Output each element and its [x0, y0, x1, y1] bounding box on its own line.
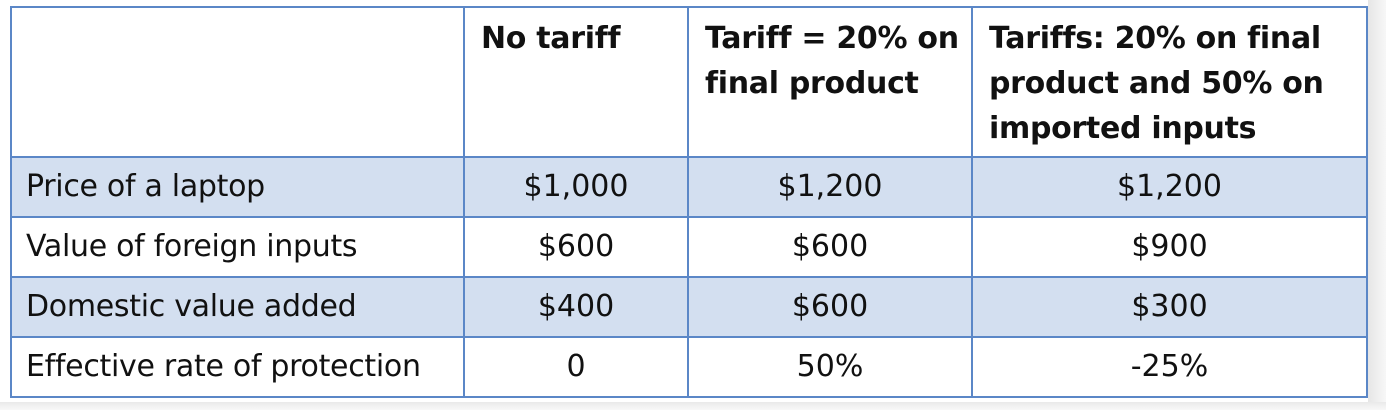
cell-value: 0	[463, 336, 689, 398]
page-edge-shadow-right	[1368, 0, 1386, 410]
cell-value: 50%	[687, 336, 973, 398]
table-row: Domestic value added $400 $600 $300	[10, 276, 1368, 338]
cell-value: $600	[463, 216, 689, 278]
tariff-protection-table: No tariff Tariff = 20% on final product …	[10, 6, 1368, 398]
header-tariffs-20-final-50-inputs: Tariffs: 20% on final product and 50% on…	[971, 6, 1368, 158]
cell-value: $1,200	[971, 156, 1368, 218]
row-label-price-of-laptop: Price of a laptop	[10, 156, 465, 218]
cell-value: $600	[687, 216, 973, 278]
header-row: No tariff Tariff = 20% on final product …	[10, 6, 1368, 158]
row-label-value-foreign-inputs: Value of foreign inputs	[10, 216, 465, 278]
cell-value: $600	[687, 276, 973, 338]
header-tariff-20-final: Tariff = 20% on final product	[687, 6, 973, 158]
row-label-domestic-value-added: Domestic value added	[10, 276, 465, 338]
cell-value: $300	[971, 276, 1368, 338]
header-no-tariff: No tariff	[463, 6, 689, 158]
table-row: Effective rate of protection 0 50% -25%	[10, 336, 1368, 398]
cell-value: $1,200	[687, 156, 973, 218]
row-label-effective-rate-protection: Effective rate of protection	[10, 336, 465, 398]
table-row: Value of foreign inputs $600 $600 $900	[10, 216, 1368, 278]
header-empty-cell	[10, 6, 465, 158]
cell-value: $900	[971, 216, 1368, 278]
cell-value: $1,000	[463, 156, 689, 218]
page-edge-shadow-bottom	[0, 402, 1386, 410]
table-row: Price of a laptop $1,000 $1,200 $1,200	[10, 156, 1368, 218]
cell-value: -25%	[971, 336, 1368, 398]
cell-value: $400	[463, 276, 689, 338]
